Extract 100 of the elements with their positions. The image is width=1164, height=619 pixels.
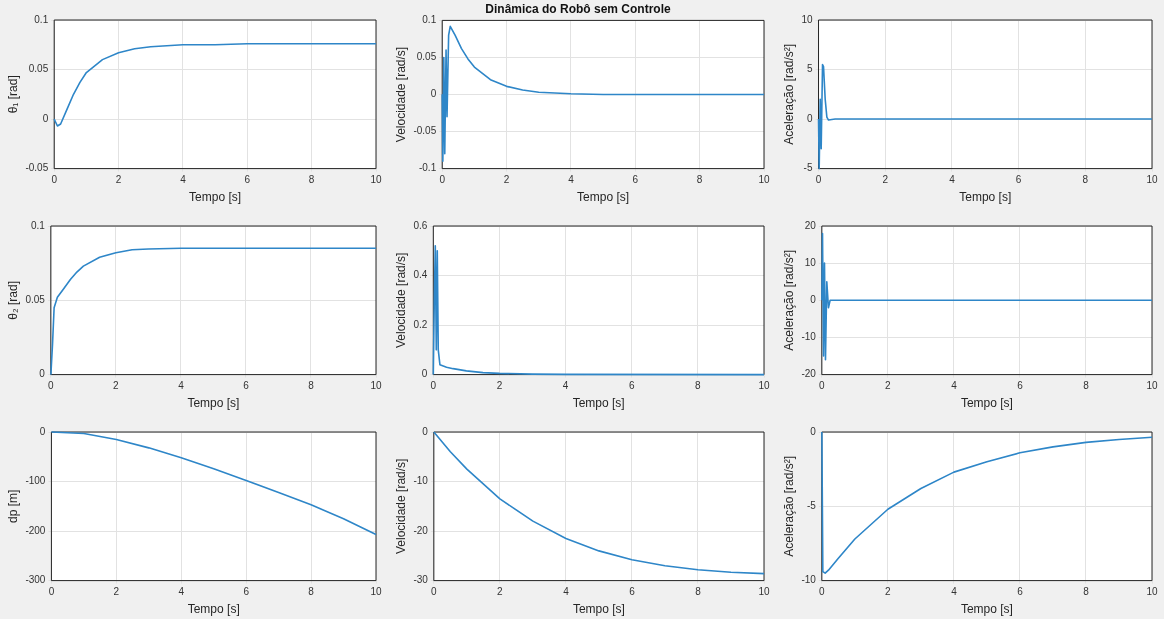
- x-tick-label: 10: [758, 380, 770, 392]
- y-tick-label: -200: [25, 524, 46, 536]
- y-tick-label: -10: [801, 331, 817, 343]
- x-tick-label: 8: [308, 380, 315, 392]
- x-tick-label: 4: [180, 174, 187, 186]
- y-tick-label: 0: [39, 368, 46, 380]
- y-tick-label: -0.1: [418, 162, 437, 174]
- x-tick-label: 10: [1146, 380, 1158, 392]
- x-tick-label: 4: [949, 174, 956, 186]
- x-tick-label: 2: [113, 380, 120, 392]
- y-tick-label: 0: [39, 425, 46, 437]
- x-tick-label: 6: [1017, 586, 1024, 598]
- y-tick-label: 10: [801, 13, 813, 25]
- y-tick-label: 5: [806, 63, 813, 75]
- x-axis-title: Tempo [s]: [577, 190, 630, 205]
- x-tick-label: 6: [243, 586, 250, 598]
- y-axis-title: Velocidade [rad/s]: [393, 46, 408, 143]
- x-tick-label: 0: [819, 586, 826, 598]
- x-tick-label: 6: [244, 174, 251, 186]
- x-tick-label: 8: [308, 586, 315, 598]
- x-tick-label: 2: [503, 174, 510, 186]
- x-tick-label: 10: [1146, 586, 1158, 598]
- y-tick-label: -20: [801, 368, 817, 380]
- y-axis-title: θ₂ [rad]: [5, 280, 20, 320]
- y-tick-label: -5: [803, 162, 813, 174]
- y-tick-label: -0.05: [25, 162, 49, 174]
- x-tick-label: 6: [629, 586, 636, 598]
- x-tick-label: 10: [1146, 174, 1158, 186]
- x-tick-label: 8: [695, 380, 702, 392]
- x-tick-label: 10: [758, 586, 770, 598]
- x-tick-label: 2: [882, 174, 889, 186]
- y-tick-label: -300: [25, 574, 46, 586]
- x-tick-label: 2: [113, 586, 120, 598]
- y-tick-label: -5: [806, 500, 817, 512]
- y-tick-label: -20: [413, 524, 429, 536]
- x-axis-title: Tempo [s]: [572, 602, 625, 617]
- y-tick-label: 0.05: [28, 63, 49, 75]
- y-axis-title: θ₁ [rad]: [5, 75, 20, 114]
- y-axis-title: Aceleração [rad/s²]: [781, 249, 796, 351]
- x-tick-label: 4: [178, 586, 185, 598]
- y-tick-label: 0.1: [30, 219, 46, 231]
- y-tick-label: 0: [810, 425, 817, 437]
- y-tick-label: 0.05: [416, 51, 437, 63]
- y-axis-title: dp [m]: [5, 489, 20, 523]
- y-axis-title: Aceleração [rad/s²]: [781, 455, 796, 557]
- x-axis-title: Tempo [s]: [572, 396, 625, 411]
- x-tick-label: 2: [885, 586, 892, 598]
- x-axis-title: Tempo [s]: [187, 396, 240, 411]
- y-tick-label: 0: [422, 425, 429, 437]
- x-axis-title: Tempo [s]: [959, 190, 1012, 205]
- x-tick-label: 8: [696, 174, 703, 186]
- x-tick-label: 4: [178, 380, 185, 392]
- x-tick-label: 2: [496, 380, 503, 392]
- y-tick-label: 0.1: [34, 13, 49, 25]
- x-tick-label: 4: [563, 586, 570, 598]
- y-tick-label: -0.05: [413, 125, 437, 137]
- x-axis-title: Tempo [s]: [189, 190, 242, 205]
- x-tick-label: 0: [819, 380, 826, 392]
- y-tick-label: -100: [25, 475, 46, 487]
- y-tick-label: 0: [806, 112, 813, 124]
- y-tick-label: -10: [413, 475, 429, 487]
- x-tick-label: 4: [951, 380, 958, 392]
- x-axis-title: Tempo [s]: [960, 396, 1013, 411]
- x-tick-label: 6: [628, 380, 635, 392]
- x-axis-title: Tempo [s]: [960, 602, 1013, 617]
- x-tick-label: 10: [370, 586, 382, 598]
- x-tick-label: 8: [695, 586, 702, 598]
- x-tick-label: 6: [632, 174, 639, 186]
- x-tick-label: 10: [370, 174, 382, 186]
- y-tick-label: 0: [421, 368, 428, 380]
- x-tick-label: 8: [1083, 380, 1090, 392]
- y-tick-label: 0.4: [413, 269, 428, 281]
- x-tick-label: 4: [562, 380, 569, 392]
- x-tick-label: 4: [568, 174, 575, 186]
- y-axis-title: Aceleração [rad/s²]: [781, 43, 796, 145]
- x-tick-label: 6: [1017, 380, 1024, 392]
- y-tick-label: 0.2: [413, 318, 428, 330]
- y-axis-title: Velocidade [rad/s]: [393, 252, 408, 348]
- x-tick-label: 4: [951, 586, 958, 598]
- x-tick-label: 8: [308, 174, 315, 186]
- x-axis-title: Tempo [s]: [187, 602, 240, 617]
- y-tick-label: 0: [42, 112, 49, 124]
- y-tick-label: -10: [801, 574, 817, 586]
- y-tick-label: 0: [430, 88, 437, 100]
- x-tick-label: 10: [370, 380, 382, 392]
- x-tick-label: 2: [497, 586, 504, 598]
- y-tick-label: 0.6: [413, 219, 428, 231]
- y-tick-label: 20: [804, 219, 817, 231]
- y-tick-label: 10: [804, 256, 817, 268]
- x-tick-label: 8: [1083, 586, 1090, 598]
- y-tick-label: 0.1: [422, 14, 437, 26]
- x-tick-label: 6: [1015, 174, 1022, 186]
- y-tick-label: 0: [810, 294, 817, 306]
- x-tick-label: 8: [1082, 174, 1089, 186]
- y-tick-label: 0.05: [25, 294, 46, 306]
- x-tick-label: 6: [243, 380, 250, 392]
- x-tick-label: 0: [51, 174, 58, 186]
- x-tick-label: 10: [758, 174, 770, 186]
- x-tick-label: 2: [115, 174, 122, 186]
- chart-title: Dinâmica do Robô sem Controle: [485, 1, 671, 16]
